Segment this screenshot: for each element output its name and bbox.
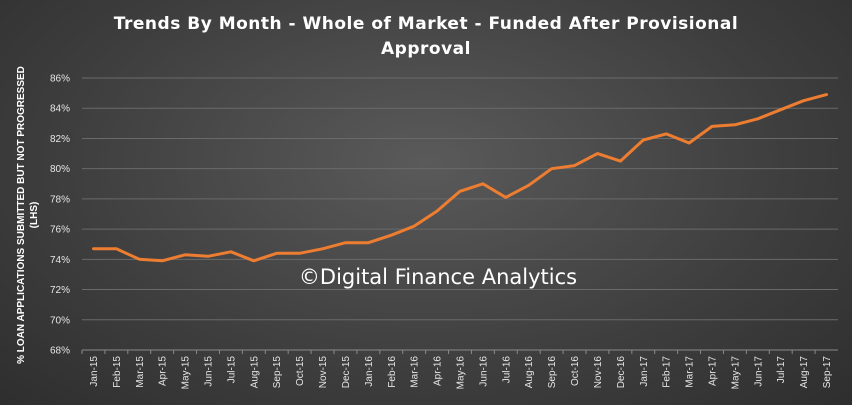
x-tick-label: Jun-17: [753, 356, 764, 387]
data-point: [481, 182, 485, 185]
data-point: [390, 233, 393, 237]
y-tick-label: 78%: [50, 194, 70, 205]
y-axis-label-line1: % LOAN APPLICATIONS SUBMITTED BUT NOT PR…: [16, 66, 27, 364]
y-tick-label: 82%: [50, 134, 70, 145]
x-tick-label: Sep-15: [272, 356, 283, 389]
x-tick-label: Jun-15: [204, 356, 215, 387]
data-point: [321, 247, 324, 250]
x-tick-label: Dec-15: [341, 356, 352, 389]
x-tick-label: Nov-16: [593, 356, 604, 389]
data-point: [298, 252, 301, 255]
x-tick-label: Jul-16: [501, 356, 512, 384]
chart-title-line2: Approval: [381, 39, 471, 59]
y-tick-label: 70%: [50, 315, 70, 326]
data-point: [183, 253, 187, 256]
x-tick-label: Aug-15: [249, 356, 260, 389]
x-tick-label: Mar-17: [685, 356, 696, 388]
data-point: [138, 258, 141, 261]
x-tick-label: Apr-17: [708, 356, 719, 386]
x-tick-label: Jul-15: [226, 356, 237, 384]
x-tick-label: Aug-16: [524, 356, 535, 389]
y-tick-label: 84%: [50, 104, 70, 115]
data-point: [664, 132, 668, 136]
data-point: [275, 252, 278, 255]
x-tick-label: Mar-15: [135, 356, 146, 388]
x-tick-label: Apr-15: [158, 356, 169, 386]
x-tick-label: Jan-17: [639, 356, 650, 387]
data-point: [573, 164, 576, 167]
x-tick-label: Nov-15: [318, 356, 329, 389]
data-point: [92, 247, 95, 250]
data-point: [160, 259, 164, 263]
data-point: [206, 255, 210, 258]
x-tick-label: May-15: [181, 356, 192, 390]
data-point: [596, 152, 599, 155]
x-tick-label: Oct-15: [295, 356, 306, 386]
x-tick-label: Aug-17: [799, 356, 810, 389]
x-tick-label: Oct-16: [570, 356, 581, 386]
y-tick-label: 86%: [50, 74, 70, 85]
x-tick-label: Jan-16: [364, 356, 375, 387]
x-tick-label: Apr-16: [433, 356, 444, 386]
x-tick-label: Jun-16: [478, 356, 489, 387]
data-point: [756, 117, 760, 121]
x-tick-label: Jul-17: [776, 356, 787, 384]
data-point: [229, 250, 233, 253]
gridlines: [82, 77, 838, 351]
series-funded-after-approval: [92, 93, 828, 263]
data-point: [710, 125, 714, 128]
series-line: [92, 93, 828, 263]
y-axis-label: % LOAN APPLICATIONS SUBMITTED BUT NOT PR…: [16, 66, 40, 364]
y-tick-label: 68%: [50, 346, 70, 357]
x-tick-label: Feb-17: [662, 356, 673, 388]
y-axis-ticks: 68% 70% 72% 74% 76% 78% 80% 82% 84% 86%: [50, 74, 70, 357]
data-point: [252, 259, 256, 263]
y-axis-label-line2: (LHS): [29, 202, 40, 229]
data-point: [344, 241, 347, 244]
data-point: [802, 99, 805, 102]
data-point: [412, 224, 416, 228]
data-point: [550, 167, 553, 170]
x-tick-label: May-17: [730, 356, 741, 390]
watermark: ©Digital Finance Analytics: [299, 265, 577, 289]
x-tick-label: Sep-16: [547, 356, 558, 389]
x-axis-ticks: Jan-15 Feb-15 Mar-15 Apr-15 May-15 Jun-15 Jul-…: [81, 350, 833, 390]
data-point: [733, 123, 737, 127]
y-tick-label: 76%: [50, 225, 70, 236]
x-tick-label: Feb-15: [112, 356, 123, 388]
data-point: [115, 247, 118, 250]
y-tick-label: 74%: [50, 255, 70, 266]
x-tick-label: May-16: [456, 356, 467, 390]
data-point: [619, 159, 622, 163]
data-point: [458, 190, 462, 193]
y-tick-label: 72%: [50, 285, 70, 296]
chart-title-line1: Trends By Month - Whole of Market - Fund…: [113, 14, 739, 34]
data-point: [687, 141, 691, 145]
data-point: [367, 241, 370, 244]
x-tick-label: Mar-16: [410, 356, 421, 388]
data-point: [504, 196, 508, 199]
chart-title: Trends By Month - Whole of Market - Fund…: [0, 12, 852, 62]
x-tick-label: Sep-17: [822, 356, 833, 389]
data-point: [435, 209, 439, 213]
data-point: [825, 93, 828, 96]
data-point: [779, 108, 782, 111]
y-tick-label: 80%: [50, 164, 70, 175]
x-tick-label: Jan-15: [89, 356, 100, 387]
data-point: [642, 138, 645, 142]
data-point: [527, 184, 530, 187]
x-tick-label: Feb-16: [387, 356, 398, 388]
x-tick-label: Dec-16: [616, 356, 627, 389]
